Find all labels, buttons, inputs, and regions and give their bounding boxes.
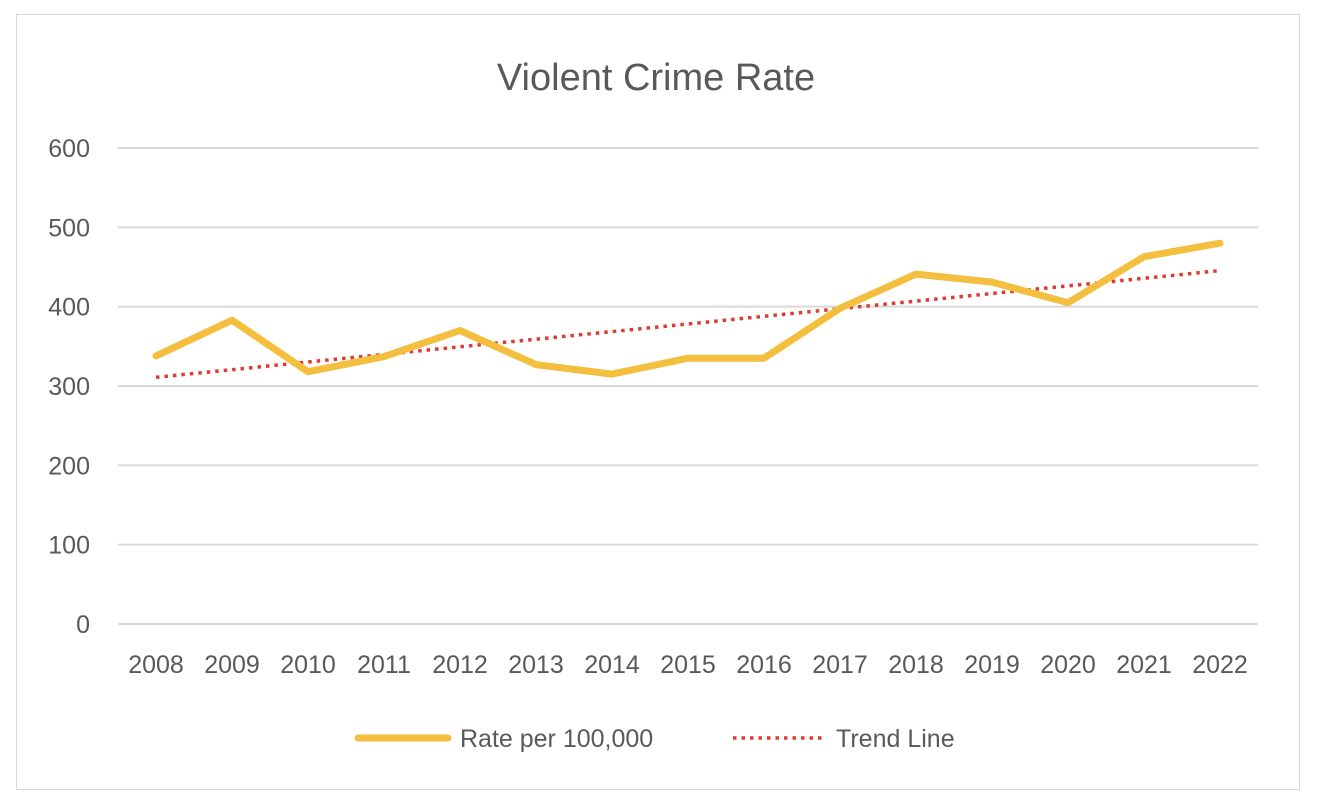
x-tick-label: 2022	[1192, 651, 1248, 679]
y-tick-label: 0	[76, 611, 90, 639]
legend: Rate per 100,000 Trend Line	[354, 725, 955, 753]
series-lines	[152, 239, 1224, 380]
x-tick-label: 2013	[508, 651, 564, 679]
x-tick-label: 2015	[660, 651, 716, 679]
x-tick-label: 2009	[204, 651, 260, 679]
x-axis-ticks: 2008 2009 2010 2011 2012 2013 2014 2015 2016 2017…	[128, 651, 1248, 679]
chart-title: Violent Crime Rate	[497, 57, 815, 99]
x-tick-label: 2014	[584, 651, 640, 679]
x-tick-label: 2017	[812, 651, 868, 679]
y-axis-ticks: 0 100 200 300 400 500 600	[48, 135, 90, 639]
y-tick-label: 500	[48, 214, 90, 242]
y-tick-label: 300	[48, 373, 90, 401]
x-tick-label: 2008	[128, 651, 184, 679]
x-tick-label: 2012	[432, 651, 488, 679]
y-tick-label: 400	[48, 294, 90, 322]
legend-label-0: Rate per 100,000	[460, 725, 653, 753]
legend-label-1: Trend Line	[836, 725, 955, 753]
y-tick-label: 100	[48, 532, 90, 560]
y-tick-label: 200	[48, 452, 90, 480]
x-tick-label: 2011	[357, 651, 411, 679]
x-tick-label: 2020	[1040, 651, 1096, 679]
x-tick-label: 2019	[964, 651, 1020, 679]
x-tick-label: 2021	[1116, 651, 1172, 679]
x-tick-label: 2018	[888, 651, 944, 679]
series-line-0	[152, 239, 1224, 378]
x-tick-label: 2010	[280, 651, 336, 679]
x-tick-label: 2016	[736, 651, 792, 679]
y-tick-label: 600	[48, 135, 90, 163]
gridlines	[118, 147, 1258, 625]
chart-frame	[16, 14, 1300, 790]
